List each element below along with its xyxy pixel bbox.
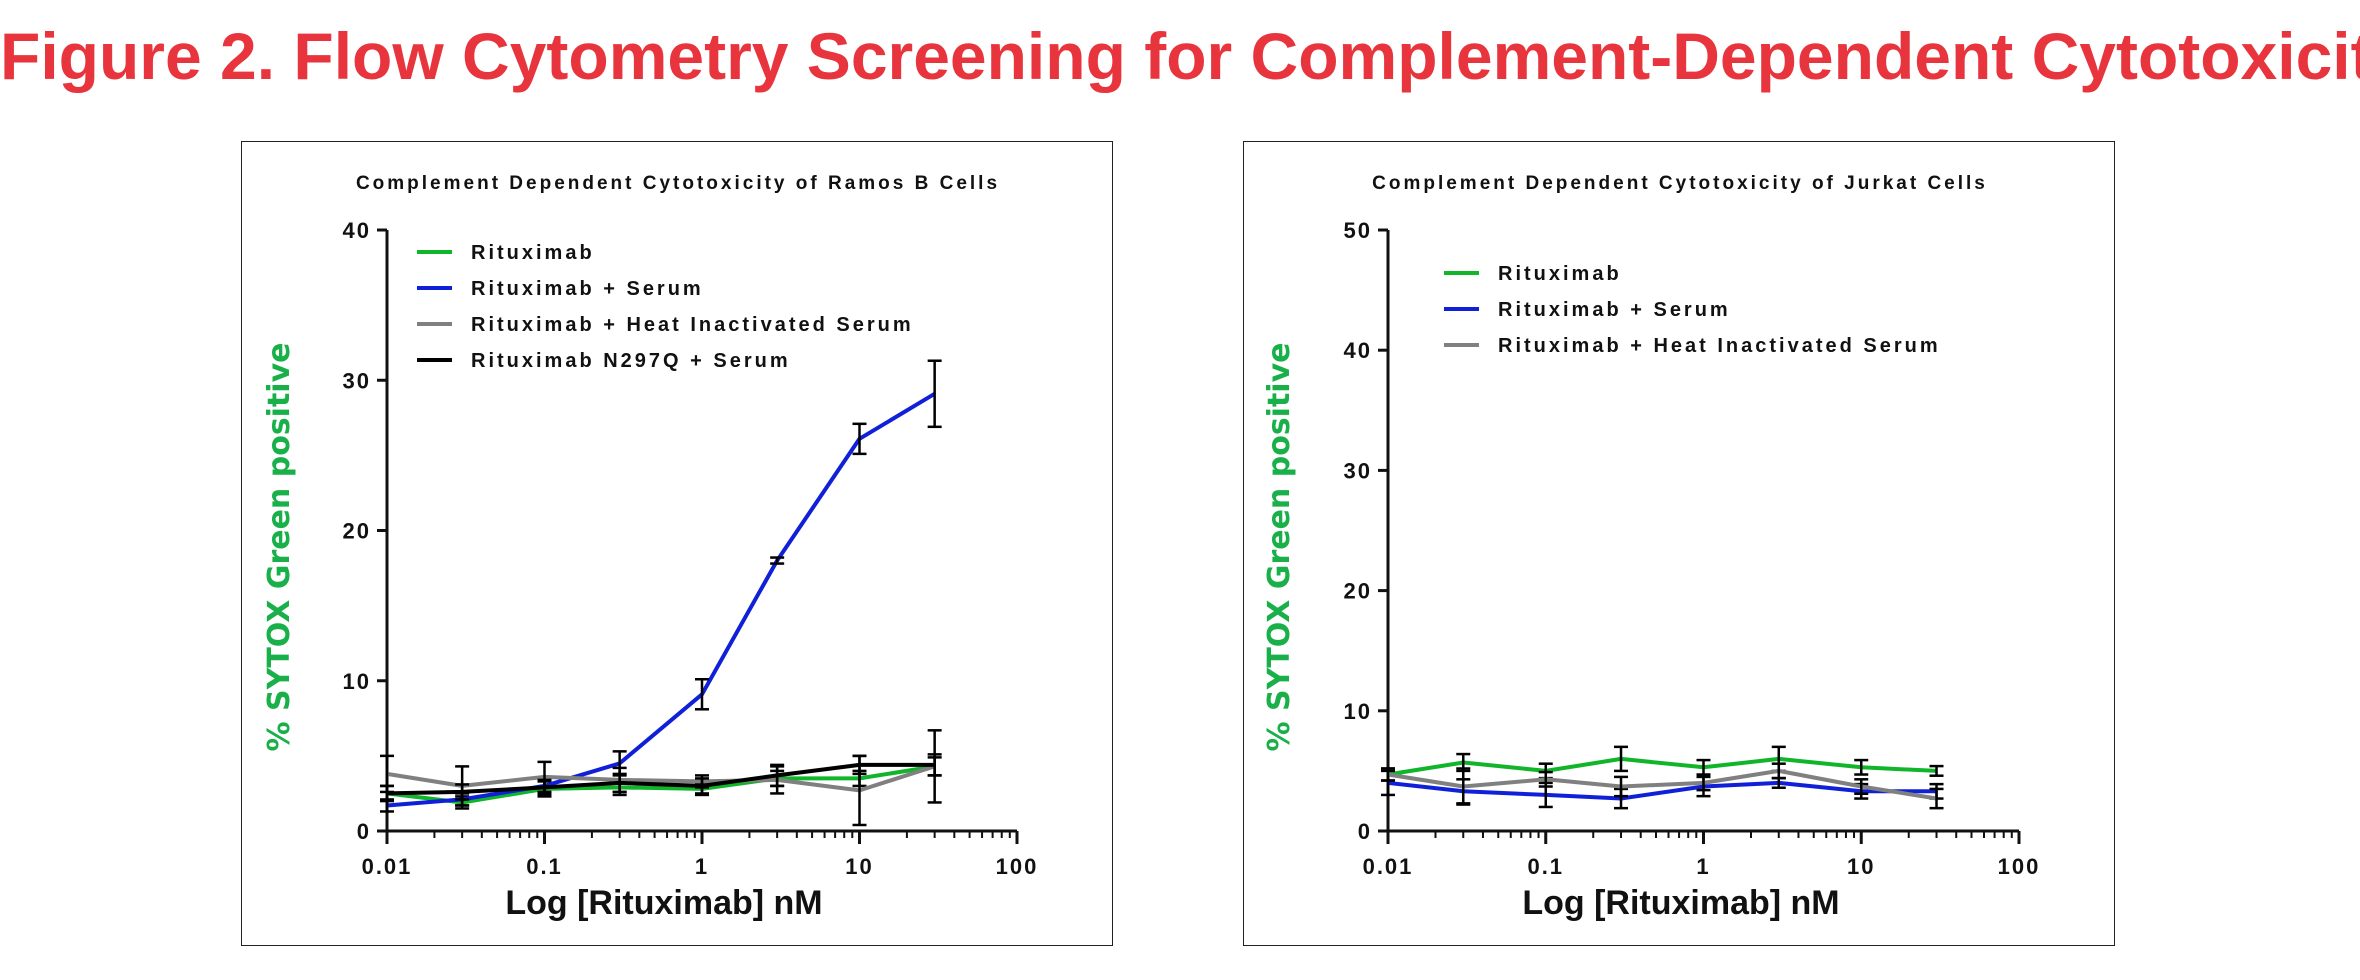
- y-tick-label: 40: [1344, 338, 1372, 363]
- error-bar: [1696, 774, 1711, 792]
- series-line: [386, 764, 936, 793]
- x-tick-label: 1: [1696, 854, 1710, 879]
- y-tick-label: 0: [357, 819, 371, 844]
- y-tick-label: 0: [1358, 819, 1372, 844]
- legend-label: Rituximab: [1498, 263, 1622, 285]
- error-bar: [1854, 758, 1869, 776]
- x-axis-label: Log [Rituximab] nM: [505, 884, 822, 922]
- error-bar: [1456, 767, 1471, 806]
- error-bar: [455, 783, 470, 801]
- error-bar: [1538, 770, 1553, 788]
- error-bar: [1929, 764, 1944, 777]
- series-line: [386, 392, 936, 808]
- legend-label: Rituximab + Serum: [1498, 299, 1731, 321]
- x-tick-label: 0.1: [526, 854, 563, 879]
- chart-panel-jurkat: Complement Dependent Cytotoxicity of Jur…: [1243, 141, 2115, 946]
- series-line: [386, 764, 935, 805]
- x-tick-label: 0.01: [1363, 854, 1414, 879]
- chart-title: Complement Dependent Cytotoxicity of Jur…: [1372, 173, 1988, 194]
- error-bar: [1929, 787, 1944, 810]
- y-tick-label: 30: [343, 368, 371, 393]
- error-bar: [695, 777, 709, 795]
- x-tick-label: 100: [1998, 854, 2041, 879]
- x-axis-label: Log [Rituximab] nM: [1522, 884, 1839, 922]
- error-bar: [537, 778, 552, 797]
- error-bar: [927, 359, 942, 429]
- y-tick-label: 10: [343, 669, 371, 694]
- ramos-chart-svg: Complement Dependent Cytotoxicity of Ram…: [262, 173, 1039, 922]
- error-bar: [612, 772, 627, 794]
- series-line: [1387, 756, 1937, 777]
- legend-label: Rituximab: [471, 242, 595, 264]
- y-tick-label: 10: [1344, 699, 1372, 724]
- y-tick-label: 50: [1344, 218, 1372, 243]
- chart-title: Complement Dependent Cytotoxicity of Ram…: [356, 173, 1000, 194]
- jurkat-chart-svg: Complement Dependent Cytotoxicity of Jur…: [1262, 173, 2041, 922]
- legend-label: Rituximab + Heat Inactivated Serum: [471, 314, 914, 336]
- series-line: [386, 762, 935, 796]
- y-tick-label: 20: [343, 519, 371, 544]
- x-tick-label: 0.01: [362, 854, 413, 879]
- error-bar: [695, 677, 709, 711]
- x-tick-label: 1: [695, 854, 709, 879]
- legend-label: Rituximab + Heat Inactivated Serum: [1498, 335, 1941, 357]
- legend-label: Rituximab + Serum: [471, 278, 704, 300]
- y-axis-label: % SYTOX Green positive: [262, 343, 297, 752]
- error-bar: [1771, 762, 1786, 780]
- error-bar: [380, 784, 394, 803]
- y-axis-label: % SYTOX Green positive: [1262, 343, 1297, 752]
- y-tick-label: 40: [343, 218, 371, 243]
- figure-title: Figure 2. Flow Cytometry Screening for C…: [0, 19, 2360, 93]
- y-tick-label: 30: [1344, 458, 1372, 483]
- x-tick-label: 100: [996, 854, 1039, 879]
- error-bar: [852, 422, 867, 456]
- error-bar: [1381, 767, 1395, 782]
- x-tick-label: 10: [1847, 854, 1875, 879]
- chart-panel-ramos: Complement Dependent Cytotoxicity of Ram…: [241, 141, 1113, 946]
- error-bar: [770, 763, 785, 788]
- legend-label: Rituximab N297Q + Serum: [471, 350, 791, 372]
- series-line: [1387, 768, 1937, 801]
- error-bar: [1614, 745, 1629, 773]
- x-tick-label: 0.1: [1527, 854, 1564, 879]
- y-tick-label: 20: [1344, 579, 1372, 604]
- error-bar: [770, 556, 785, 565]
- series-line: [1387, 780, 1937, 801]
- error-bar: [1854, 778, 1869, 795]
- x-tick-label: 10: [845, 854, 873, 879]
- error-bar: [1614, 775, 1629, 798]
- error-bar: [927, 753, 942, 777]
- error-bar: [852, 754, 867, 776]
